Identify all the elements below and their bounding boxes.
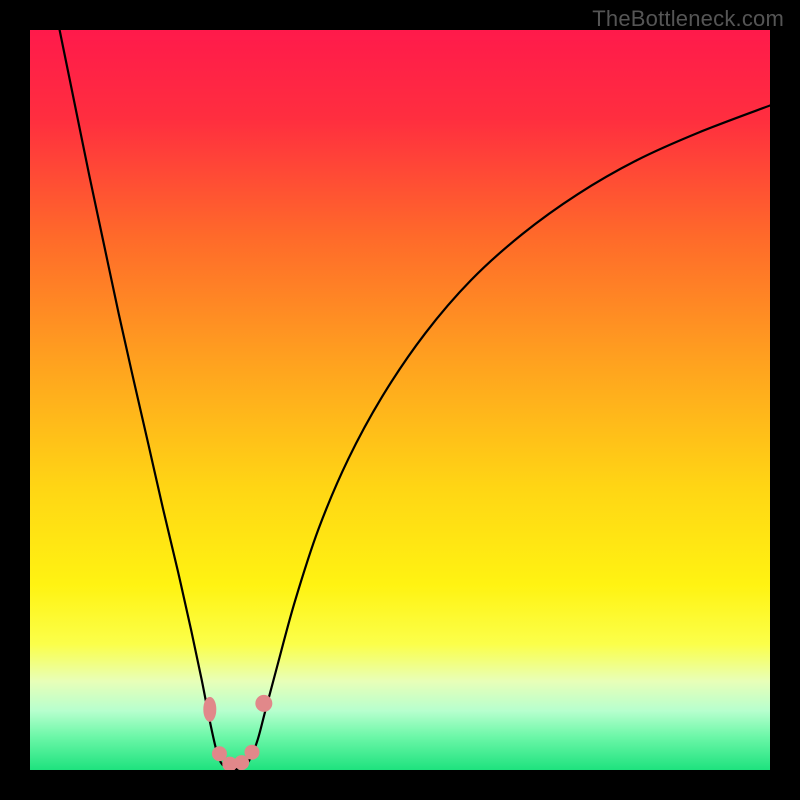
- watermark-text: TheBottleneck.com: [592, 6, 784, 32]
- marker-1: [212, 747, 226, 761]
- plot-background: [30, 30, 770, 770]
- marker-3: [235, 756, 249, 770]
- bottleneck-plot: [30, 30, 770, 770]
- marker-5: [256, 695, 272, 711]
- chart-frame: TheBottleneck.com: [0, 0, 800, 800]
- marker-4: [245, 745, 259, 759]
- plot-svg: [30, 30, 770, 770]
- marker-0: [204, 697, 216, 721]
